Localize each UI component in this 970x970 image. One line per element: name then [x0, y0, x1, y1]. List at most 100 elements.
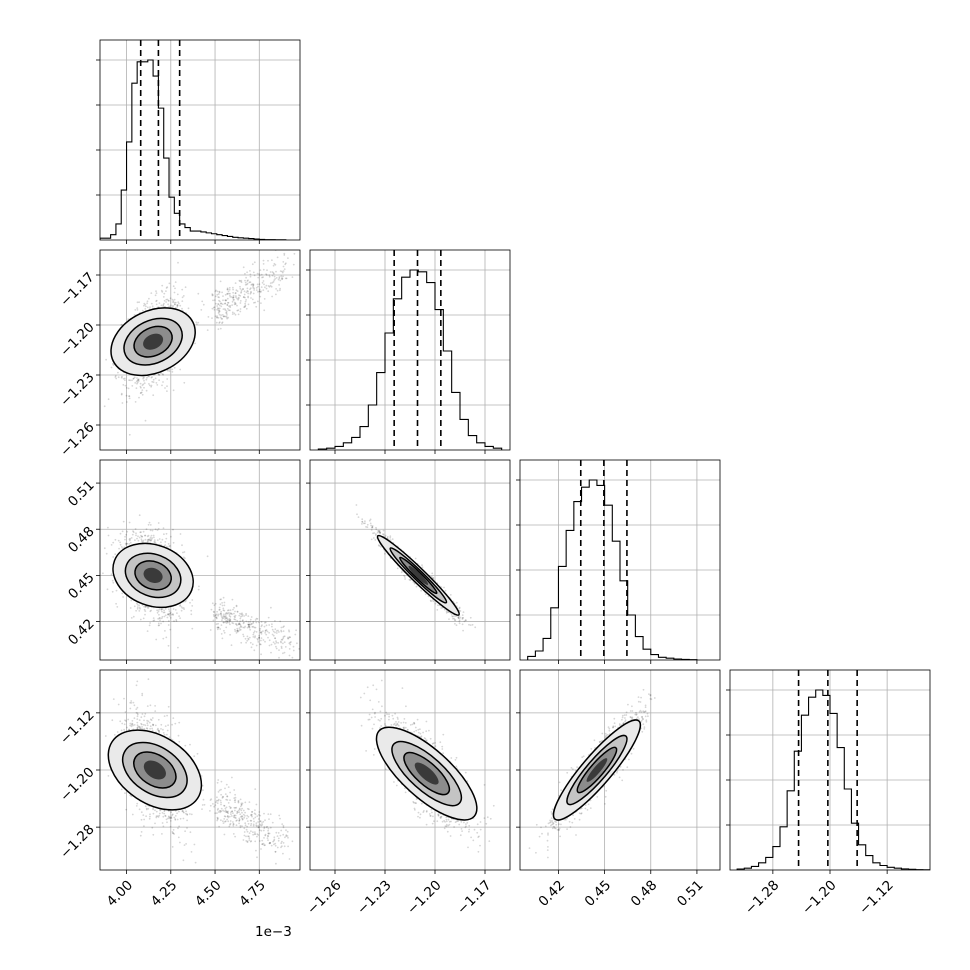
sample-point: [273, 275, 276, 278]
sample-point: [268, 644, 271, 647]
sample-point: [264, 629, 267, 632]
sample-point: [139, 392, 142, 394]
sample-point: [251, 298, 254, 301]
sample-point: [166, 385, 168, 388]
sample-point: [255, 305, 258, 308]
sample-point: [427, 595, 430, 598]
sample-point: [260, 633, 263, 635]
sample-point: [169, 545, 171, 547]
sample-point: [198, 585, 200, 588]
sample-point: [218, 307, 221, 310]
sample-point: [282, 652, 284, 655]
sample-point: [111, 590, 114, 593]
sample-point: [153, 619, 156, 622]
sample-point: [139, 531, 142, 534]
sample-point: [223, 613, 225, 616]
sample-point: [246, 639, 249, 642]
sample-point: [212, 299, 214, 302]
sample-point: [221, 291, 224, 294]
sample-point: [117, 539, 120, 542]
sample-point: [126, 530, 129, 533]
sample-point: [173, 620, 175, 623]
sample-point: [174, 609, 177, 611]
sample-point: [220, 610, 223, 613]
sample-point: [136, 537, 138, 540]
sample-point: [135, 534, 137, 537]
sample-point: [279, 289, 281, 292]
sample-point: [267, 616, 270, 619]
sample-point: [218, 291, 221, 294]
sample-point: [157, 522, 160, 524]
sample-point: [434, 602, 437, 605]
sample-point: [213, 299, 216, 301]
sample-point: [139, 607, 141, 610]
sample-point: [179, 605, 181, 607]
sample-point: [409, 579, 412, 582]
sample-point: [282, 265, 285, 268]
sample-point: [223, 609, 226, 612]
sample-point: [217, 309, 220, 312]
sample-point: [226, 288, 229, 291]
sample-point: [272, 634, 275, 637]
sample-point: [264, 286, 266, 289]
sample-point: [166, 369, 169, 372]
sample-point: [165, 287, 168, 289]
sample-point: [236, 629, 239, 632]
sample-point: [217, 626, 220, 628]
sample-point: [246, 271, 249, 274]
sample-point: [137, 380, 140, 382]
sample-point: [218, 313, 221, 316]
sample-point: [261, 624, 263, 626]
sample-point: [215, 289, 217, 292]
sample-point: [377, 544, 380, 547]
sample-point: [431, 572, 434, 575]
sample-point: [173, 301, 176, 304]
sample-point: [263, 309, 266, 312]
sample-point: [121, 592, 124, 595]
sample-point: [265, 624, 268, 627]
sample-point: [157, 373, 160, 376]
sample-point: [265, 287, 268, 290]
sample-point: [239, 280, 242, 282]
sample-point: [271, 281, 274, 284]
sample-point: [181, 607, 184, 609]
sample-point: [164, 614, 167, 617]
sample-point: [247, 279, 249, 282]
sample-point: [229, 633, 232, 636]
sample-point: [238, 629, 241, 631]
sample-point: [118, 547, 120, 550]
sample-point: [289, 643, 292, 646]
sample-point: [162, 304, 165, 306]
sample-point: [178, 615, 181, 617]
sample-point: [181, 300, 184, 302]
sample-point: [278, 631, 280, 633]
sample-point: [144, 606, 147, 609]
sample-point: [144, 534, 147, 537]
sample-point: [148, 521, 151, 524]
sample-point: [238, 614, 241, 617]
sample-point: [250, 623, 253, 626]
sample-point: [226, 293, 229, 295]
sample-point: [266, 269, 268, 272]
sample-point: [121, 402, 124, 404]
sample-point: [166, 390, 168, 392]
sample-point: [274, 263, 277, 266]
sample-point: [110, 544, 113, 546]
sample-point: [180, 609, 183, 612]
sample-point: [140, 531, 142, 533]
sample-point: [164, 387, 166, 389]
sample-point: [135, 387, 138, 390]
sample-point: [262, 276, 264, 278]
sample-point: [177, 261, 179, 264]
sample-point: [249, 275, 252, 278]
histogram-step: [100, 59, 287, 240]
sample-point: [219, 612, 222, 615]
sample-point: [271, 625, 273, 628]
sample-point: [181, 296, 184, 299]
sample-point: [162, 637, 165, 640]
sample-point: [229, 619, 232, 621]
sample-point: [275, 270, 277, 273]
sample-point: [136, 379, 139, 382]
sample-point: [219, 598, 222, 601]
sample-point: [207, 316, 210, 318]
